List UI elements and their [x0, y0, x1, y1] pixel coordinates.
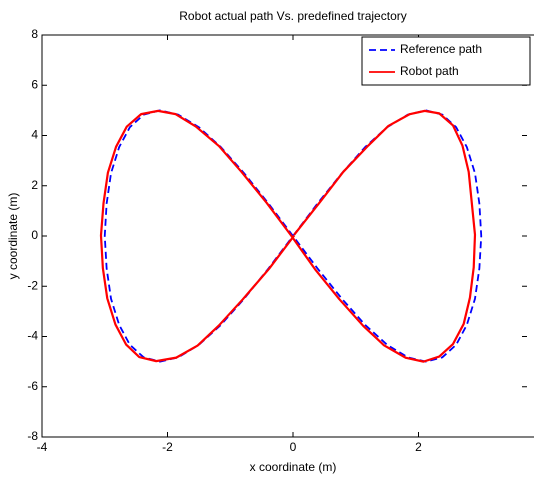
x-tick-label: 0	[290, 440, 297, 454]
y-tick-label: 8	[31, 27, 38, 41]
legend-label: Robot path	[400, 64, 459, 78]
y-tick-label: -2	[27, 278, 38, 292]
x-tick-label: 2	[415, 440, 422, 454]
x-axis-label: x coordinate (m)	[250, 460, 337, 474]
legend-box	[361, 36, 531, 86]
y-axis-label: y coordinate (m)	[6, 193, 20, 280]
y-tick-label: -6	[27, 379, 38, 393]
y-tick-label: 4	[31, 128, 38, 142]
series-line	[99, 109, 477, 363]
y-tick-label: 6	[31, 77, 38, 91]
y-tick-label: -8	[27, 429, 38, 443]
legend-label: Reference path	[400, 42, 482, 56]
plot-area	[41, 34, 534, 438]
y-tick-label: -4	[27, 329, 38, 343]
y-tick-label: 2	[31, 178, 38, 192]
x-tick-label: -4	[37, 440, 48, 454]
y-tick-label: 0	[31, 228, 38, 242]
chart-title: Robot actual path Vs. predefined traject…	[179, 9, 406, 23]
x-tick-label: -2	[162, 440, 173, 454]
